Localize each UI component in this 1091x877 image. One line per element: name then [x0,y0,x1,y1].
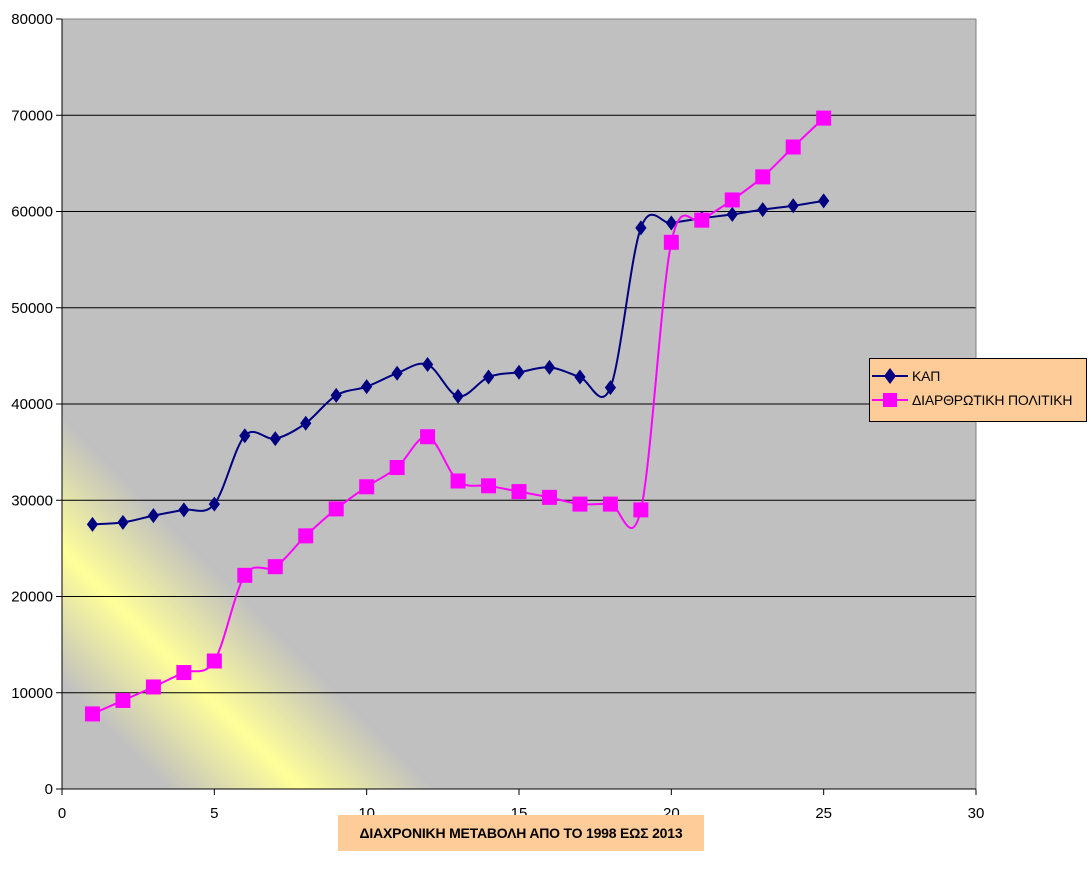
data-point [816,110,832,126]
x-tick-label: 30 [968,805,985,822]
series-kap [86,193,830,532]
x-tick-label: 5 [210,805,218,822]
y-tick-label: 80000 [11,11,53,28]
data-point [330,387,342,403]
data-point [206,653,222,669]
data-point [635,220,647,236]
data-point [604,380,617,396]
x-axis-title: ΔΙΑΧΡΟΝΙΚΗ ΜΕΤΑΒΟΛΗ ΑΠΟ ΤΟ 1998 ΕΩΣ 2013 [338,815,704,851]
data-point [513,364,525,380]
data-point [452,388,464,404]
data-point [237,567,253,583]
data-point [117,514,129,530]
data-point [178,502,190,518]
data-point [726,206,738,222]
data-point [663,234,679,250]
data-point [239,428,251,444]
data-point [543,359,556,375]
series-layer [84,110,832,722]
plot-area [62,19,976,789]
data-point [267,559,283,575]
data-point [361,379,373,395]
y-tick-label: 0 [45,781,53,798]
data-point [86,516,99,532]
data-point [665,215,677,231]
data-point [269,431,281,447]
data-point [450,473,466,489]
data-point [389,460,405,476]
data-point [511,484,527,500]
legend: ΚΑΠ ΔΙΑΡΘΡΩΤΙΚΗ ΠΟΛΙΤΙΚΗ [869,358,1087,422]
data-point [481,478,497,494]
data-point [787,198,799,214]
data-point [818,193,830,209]
y-tick-label: 20000 [11,589,53,606]
y-tick-label: 70000 [11,107,53,124]
legend-item-structural-policy: ΔΙΑΡΘΡΩΤΙΚΗ ΠΟΛΙΤΙΚΗ [870,389,1072,411]
legend-marker-square-icon [872,393,908,407]
data-point [84,706,100,722]
data-point [785,139,801,155]
data-point [328,501,344,517]
data-point [572,496,588,512]
y-tick-label: 50000 [11,300,53,317]
data-point [755,169,771,185]
data-point [145,679,161,695]
legend-item-kap: ΚΑΠ [870,365,940,387]
legend-label-structural-policy: ΔΙΑΡΘΡΩΤΙΚΗ ΠΟΛΙΤΙΚΗ [912,392,1073,408]
data-point [541,489,557,505]
data-point [300,415,312,431]
data-point [391,365,403,381]
y-tick-label: 60000 [11,204,53,221]
legend-marker-diamond-icon [872,368,908,384]
data-point [298,528,314,544]
data-point [694,212,710,228]
y-tick-label: 10000 [11,685,53,702]
x-tick-label: 25 [815,805,832,822]
series-structural-policy [84,110,832,722]
data-point [176,665,192,681]
data-point [115,692,131,708]
data-point [602,496,618,512]
data-point [147,508,160,524]
y-tick-label: 40000 [11,396,53,413]
data-point [421,357,434,373]
data-point [208,496,220,512]
data-point [757,202,769,218]
data-point [633,502,649,518]
data-point [574,369,586,385]
legend-label-kap: ΚΑΠ [912,368,941,384]
data-point [724,192,740,208]
y-tick-label: 30000 [11,492,53,509]
data-point [482,369,495,385]
x-tick-label: 0 [58,805,66,822]
data-point [359,479,375,495]
data-point [420,429,436,445]
